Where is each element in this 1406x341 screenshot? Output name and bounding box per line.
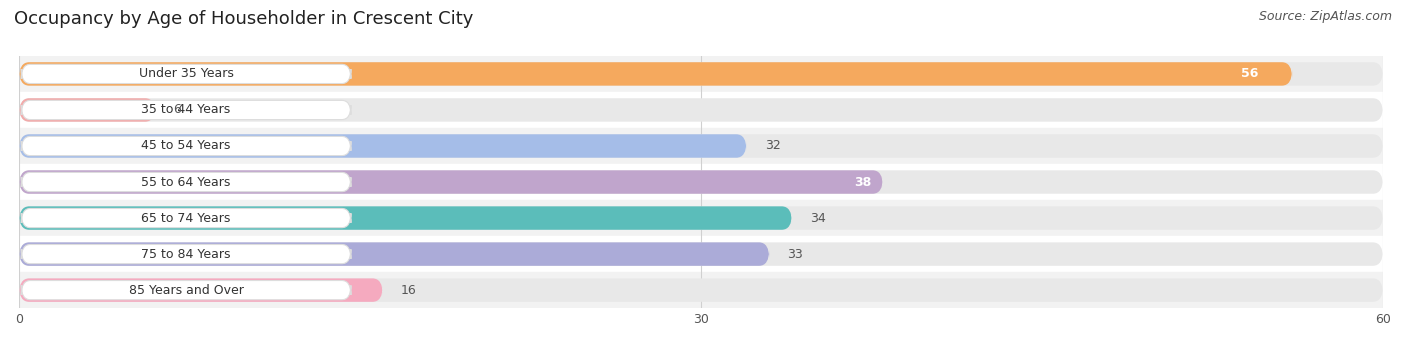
Text: 33: 33 <box>787 248 803 261</box>
FancyBboxPatch shape <box>20 242 1384 266</box>
FancyBboxPatch shape <box>20 62 1292 86</box>
Text: 45 to 54 Years: 45 to 54 Years <box>142 139 231 152</box>
Bar <box>20 236 1384 272</box>
FancyBboxPatch shape <box>20 98 1384 122</box>
FancyBboxPatch shape <box>20 278 382 302</box>
Bar <box>20 164 1384 200</box>
Text: 6: 6 <box>173 103 181 117</box>
Text: Occupancy by Age of Householder in Crescent City: Occupancy by Age of Householder in Cresc… <box>14 10 474 28</box>
Text: 85 Years and Over: 85 Years and Over <box>129 284 243 297</box>
FancyBboxPatch shape <box>20 98 156 122</box>
Text: Under 35 Years: Under 35 Years <box>139 68 233 80</box>
FancyBboxPatch shape <box>21 208 351 228</box>
FancyBboxPatch shape <box>20 170 1384 194</box>
FancyBboxPatch shape <box>21 64 351 84</box>
Text: 16: 16 <box>401 284 416 297</box>
Text: Source: ZipAtlas.com: Source: ZipAtlas.com <box>1258 10 1392 23</box>
FancyBboxPatch shape <box>20 242 769 266</box>
Text: 32: 32 <box>765 139 780 152</box>
Bar <box>20 92 1384 128</box>
Bar <box>20 272 1384 308</box>
Text: 56: 56 <box>1240 68 1258 80</box>
FancyBboxPatch shape <box>21 173 351 192</box>
Text: 75 to 84 Years: 75 to 84 Years <box>142 248 231 261</box>
FancyBboxPatch shape <box>20 134 1384 158</box>
Text: 38: 38 <box>855 176 872 189</box>
Text: 35 to 44 Years: 35 to 44 Years <box>142 103 231 117</box>
Text: 55 to 64 Years: 55 to 64 Years <box>142 176 231 189</box>
FancyBboxPatch shape <box>21 100 351 120</box>
FancyBboxPatch shape <box>20 170 883 194</box>
FancyBboxPatch shape <box>20 206 792 230</box>
FancyBboxPatch shape <box>20 134 747 158</box>
Bar <box>20 128 1384 164</box>
FancyBboxPatch shape <box>21 244 351 264</box>
FancyBboxPatch shape <box>20 62 1384 86</box>
Bar <box>20 200 1384 236</box>
Text: 34: 34 <box>810 211 825 225</box>
FancyBboxPatch shape <box>21 281 351 300</box>
FancyBboxPatch shape <box>21 136 351 155</box>
FancyBboxPatch shape <box>20 278 1384 302</box>
Bar <box>20 56 1384 92</box>
Text: 65 to 74 Years: 65 to 74 Years <box>142 211 231 225</box>
FancyBboxPatch shape <box>20 206 1384 230</box>
